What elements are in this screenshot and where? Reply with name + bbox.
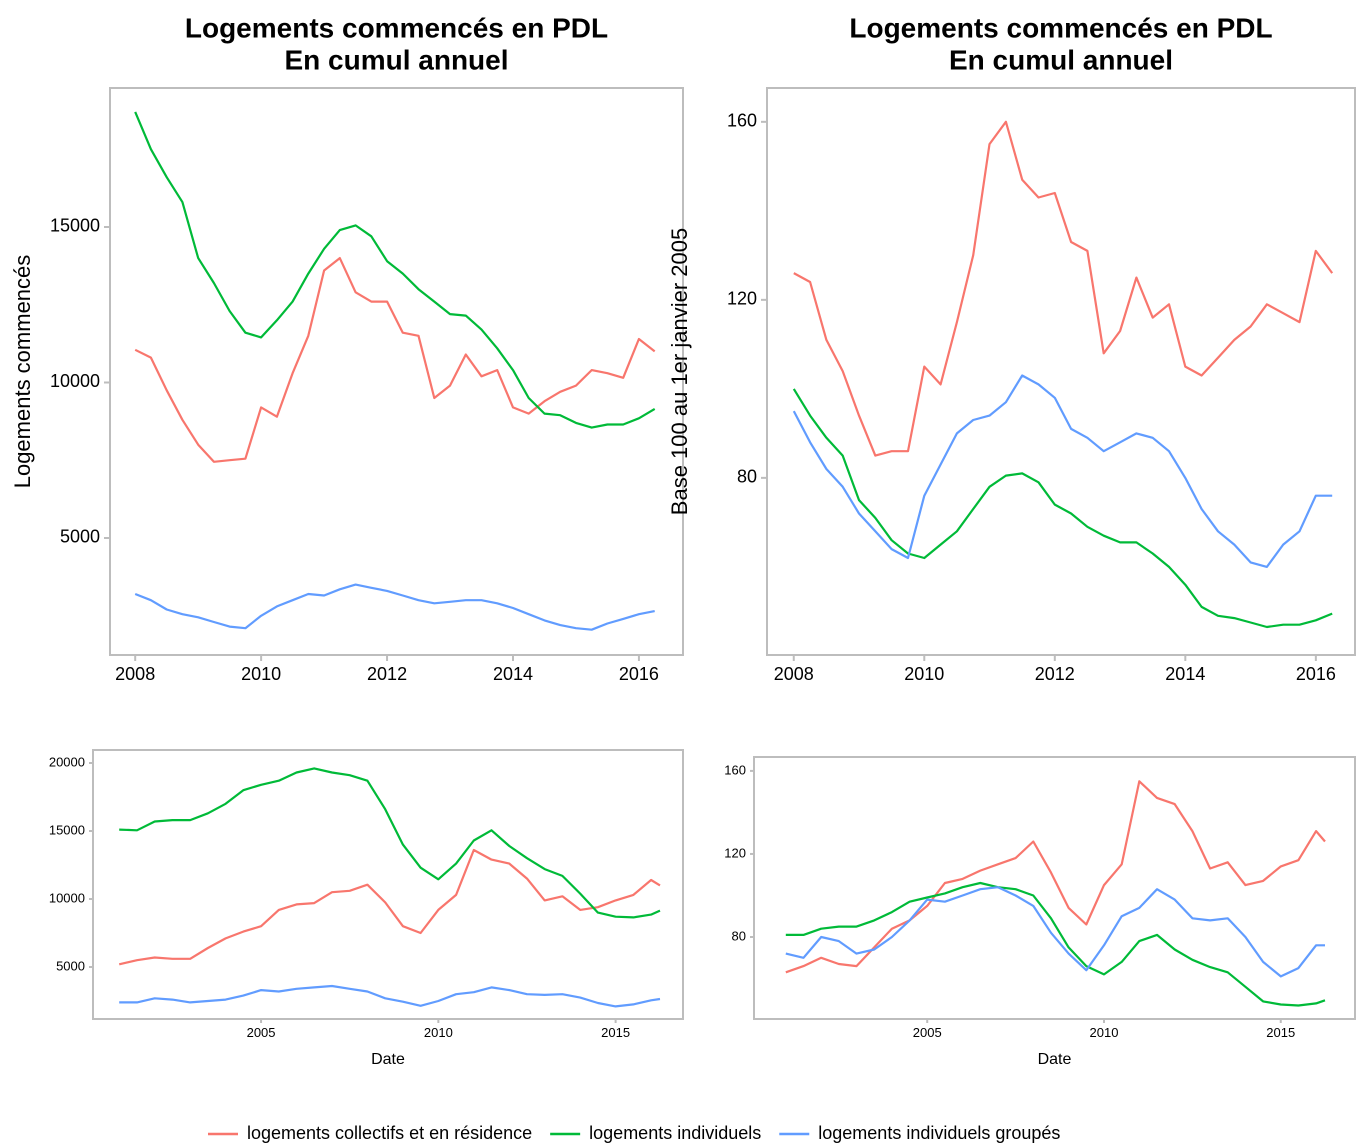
- y-tick-label: 120: [727, 289, 757, 309]
- series-line: [785, 780, 1326, 974]
- series-line: [119, 767, 661, 919]
- panel: Date 5000 10000 15000 20000 2005 2010 2015: [49, 749, 684, 1068]
- x-tick-label: 2016: [619, 664, 659, 684]
- y-tick-label: 5000: [56, 958, 85, 973]
- x-tick-label: 2005: [913, 1025, 942, 1040]
- x-tick-label: 2014: [1165, 664, 1205, 684]
- x-tick-label: 2014: [493, 664, 533, 684]
- x-tick-label: 2008: [115, 664, 155, 684]
- y-tick-label: 80: [732, 928, 746, 943]
- series-line: [792, 388, 1333, 629]
- chart-subtitle: En cumul annuel: [949, 44, 1173, 75]
- series-line: [134, 583, 655, 631]
- y-tick-label: 15000: [50, 216, 100, 236]
- legend-label: logements individuels: [589, 1123, 761, 1143]
- x-axis-label: Date: [371, 1051, 405, 1068]
- x-tick-label: 2005: [247, 1025, 276, 1040]
- plot-frame: [109, 87, 684, 656]
- legend-label: logements collectifs et en résidence: [247, 1123, 532, 1143]
- x-tick-label: 2012: [367, 664, 407, 684]
- y-tick-label: 10000: [50, 371, 100, 391]
- y-tick-label: 160: [724, 762, 746, 777]
- x-tick-label: 2010: [424, 1025, 453, 1040]
- series-line: [134, 111, 656, 429]
- x-tick-label: 2010: [904, 664, 944, 684]
- series-line: [785, 886, 1325, 978]
- y-tick-label: 5000: [60, 527, 100, 547]
- y-tick-label: 10000: [49, 890, 85, 905]
- legend: logements collectifs et en résidence loge…: [208, 1123, 1060, 1143]
- x-tick-label: 2012: [1035, 664, 1075, 684]
- y-tick-label: 120: [724, 845, 746, 860]
- series-line: [134, 257, 656, 463]
- plot-frame: [92, 749, 684, 1020]
- x-tick-label: 2010: [1090, 1025, 1119, 1040]
- series-line: [119, 984, 661, 1008]
- x-tick-label: 2016: [1296, 664, 1336, 684]
- series-line: [793, 120, 1334, 457]
- y-tick-label: 160: [727, 111, 757, 131]
- series-line: [792, 374, 1333, 568]
- panel: Date 80 120 160 2005 2010 2015: [724, 756, 1356, 1068]
- chart-title: Logements commencés en PDL: [849, 12, 1272, 43]
- plot-frame: [766, 87, 1356, 656]
- x-tick-label: 2008: [774, 664, 814, 684]
- x-tick-label: 2010: [241, 664, 281, 684]
- chart-subtitle: En cumul annuel: [284, 44, 508, 75]
- x-tick-label: 2015: [601, 1025, 630, 1040]
- x-tick-label: 2015: [1266, 1025, 1295, 1040]
- x-axis-label: Date: [1038, 1051, 1072, 1068]
- chart-title: Logements commencés en PDL: [185, 12, 608, 43]
- y-tick-label: 80: [737, 467, 757, 487]
- series-line: [785, 881, 1326, 1007]
- legend-label: logements individuels groupés: [818, 1123, 1060, 1143]
- y-tick-label: 15000: [49, 822, 85, 837]
- y-tick-label: 20000: [49, 754, 85, 769]
- y-axis-label: Logements commencés: [10, 255, 35, 489]
- y-axis-label: Base 100 au 1er janvier 2005: [667, 228, 692, 515]
- series-line: [118, 848, 661, 966]
- plot-frame: [753, 756, 1356, 1020]
